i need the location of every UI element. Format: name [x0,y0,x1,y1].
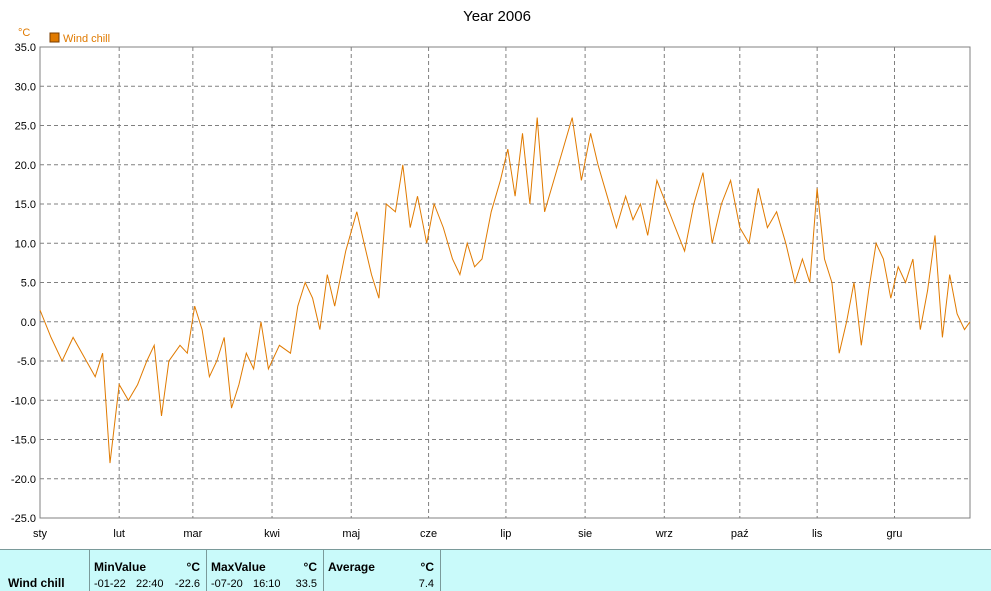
chart-grid [40,47,970,518]
max-value: 33.5 [295,578,317,590]
series-line-wind-chill [39,117,971,464]
avg-value: 7.4 [418,578,434,590]
x-tick-label: sty [33,528,48,540]
max-time: 16:10 [253,578,281,590]
x-tick-label: maj [342,528,360,540]
y-tick-label: 10.0 [15,238,36,250]
y-tick-label: 25.0 [15,121,36,133]
x-tick-label: sie [578,528,592,540]
min-time: 22:40 [136,578,164,590]
y-tick-label: 0.0 [21,317,36,329]
y-tick-label: -25.0 [11,513,36,525]
x-tick-label: cze [420,528,437,540]
x-tick-label: lip [500,528,511,540]
avg-header: Average [328,560,375,574]
x-tick-label: mar [183,528,202,540]
y-tick-label: 15.0 [15,199,36,211]
x-tick-label: paź [731,528,749,540]
y-axis-unit: °C [18,27,30,39]
min-unit: °C [186,560,200,574]
stats-panel: Wind chill MinValue °C -01-22 22:40 -22.… [0,549,991,591]
x-tick-label: wrz [655,528,673,540]
max-unit: °C [303,560,317,574]
x-tick-label: kwi [264,528,280,540]
x-axis-ticks: sty lut mar kwi maj cze lip sie wrz paź lis gru [33,528,902,540]
min-header: MinValue [94,560,147,574]
stats-row-label: Wind chill [8,576,65,590]
legend-label: Wind chill [63,33,110,45]
legend-swatch [49,32,60,43]
stats-row-label-cell: Wind chill [0,550,90,591]
min-value: -22.6 [174,578,200,590]
y-tick-label: -5.0 [17,356,36,368]
y-tick-label: 30.0 [15,81,36,93]
avg-unit: °C [420,560,434,574]
chart-title: Year 2006 [463,8,531,25]
max-date: -07-20 [211,578,243,590]
y-tick-label: -10.0 [11,395,36,407]
stats-min-cell: MinValue °C -01-22 22:40 -22.6 [89,550,207,591]
x-tick-label: gru [887,528,903,540]
y-tick-label: -15.0 [11,435,36,447]
y-tick-label: 20.0 [15,160,36,172]
chart-canvas: Year 2006 °C Wind chill 35.0 30.0 25.0 20.0… [11,8,971,540]
stats-avg-cell: Average °C 7.4 [323,550,441,591]
plot-frame [39,46,971,519]
y-axis-ticks: 35.0 30.0 25.0 20.0 15.0 10.0 5.0 0.0 -5.0 -10.0 -… [11,42,36,525]
min-date: -01-22 [94,578,126,590]
max-header: MaxValue [211,560,266,574]
stats-max-cell: MaxValue °C -07-20 16:10 33.5 [206,550,324,591]
y-tick-label: 5.0 [21,278,36,290]
x-tick-label: lis [812,528,823,540]
y-tick-label: -20.0 [11,474,36,486]
y-tick-label: 35.0 [15,42,36,54]
x-tick-label: lut [113,528,125,540]
